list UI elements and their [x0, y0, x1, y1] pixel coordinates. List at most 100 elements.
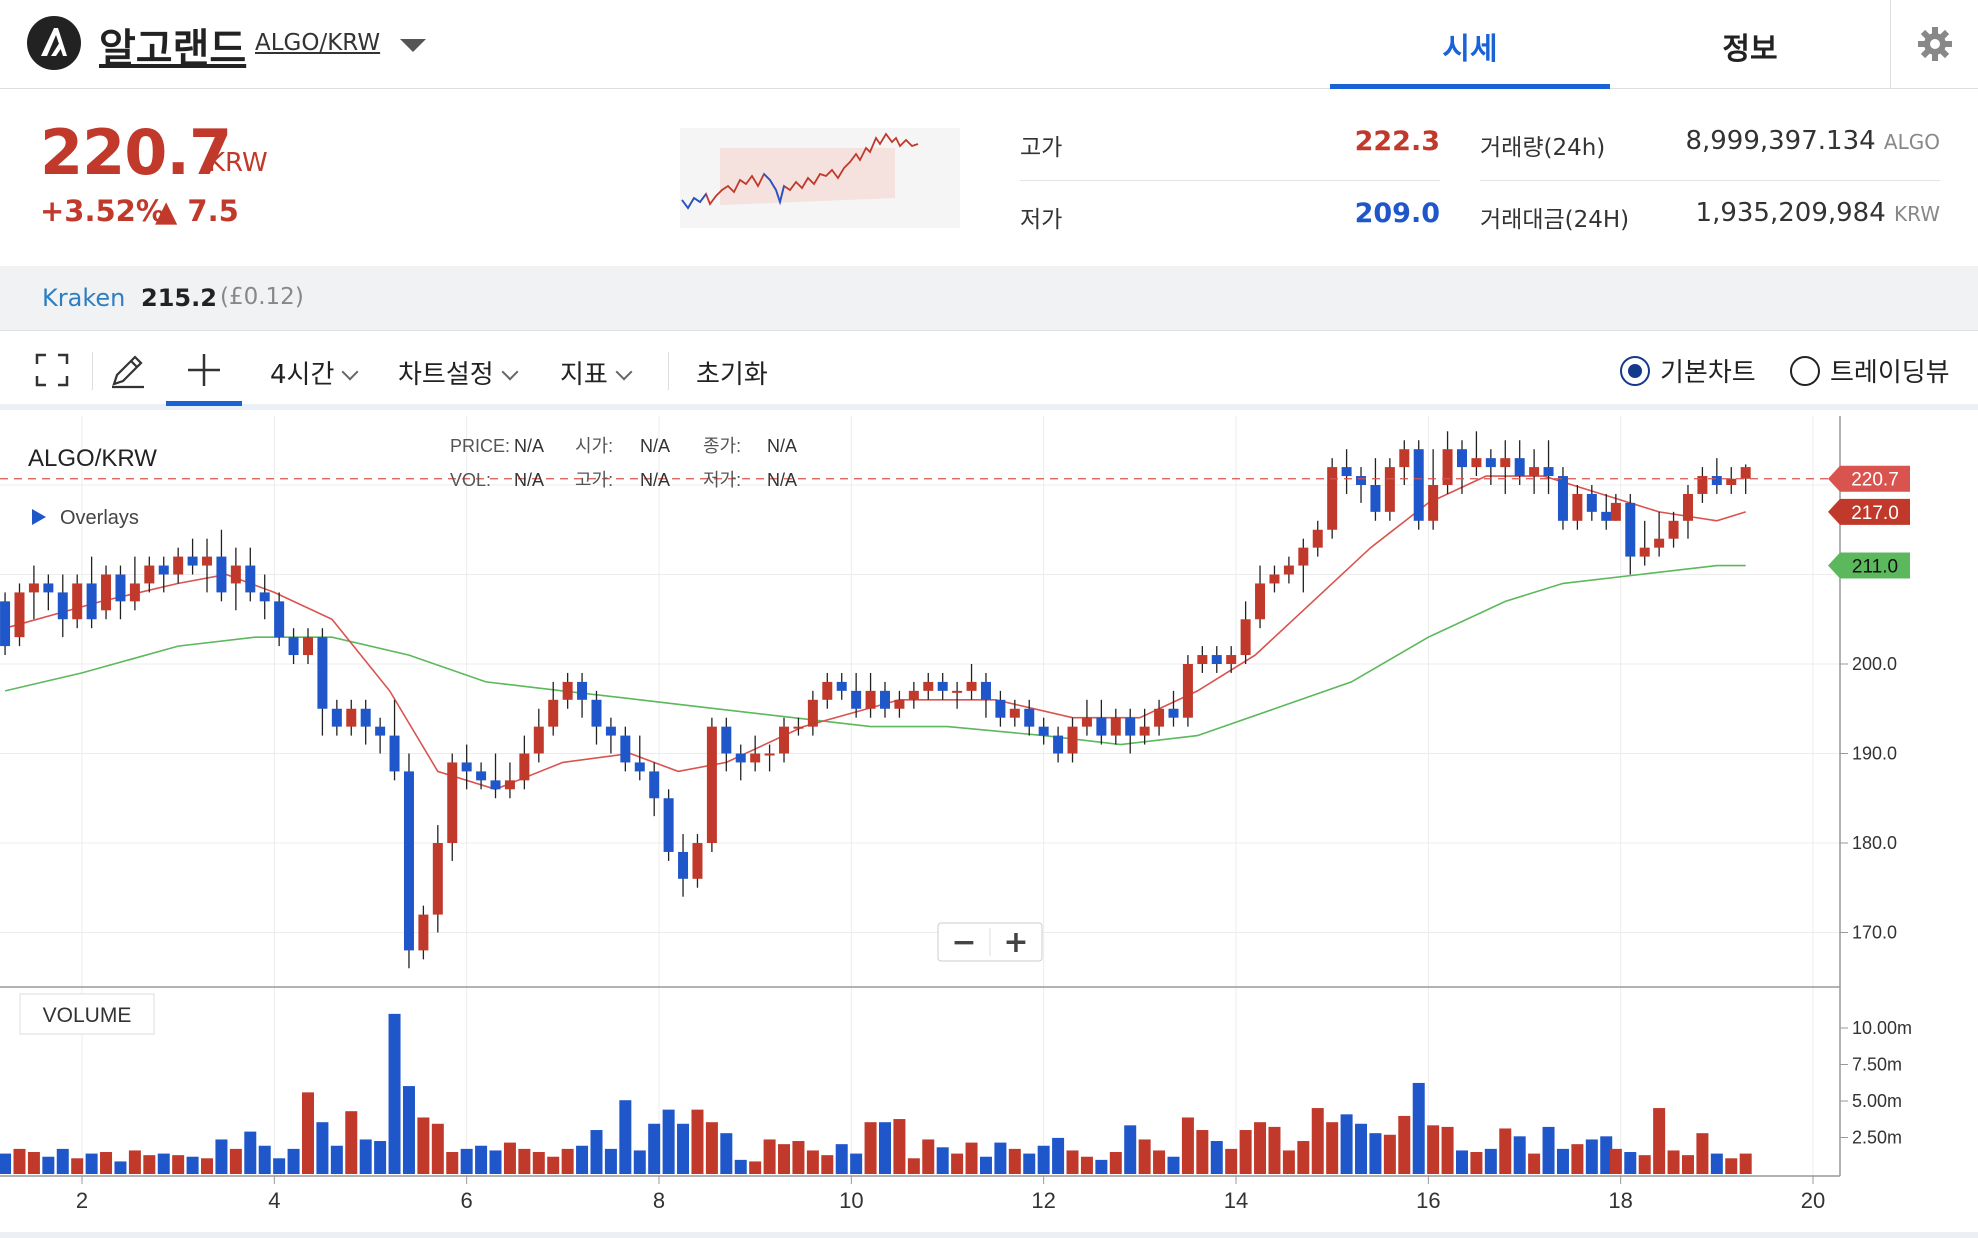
- header: 알고랜드 ALGO/KRW 시세 정보: [0, 0, 1978, 89]
- tab-info[interactable]: 정보: [1722, 32, 1778, 67]
- candle-body: [144, 565, 155, 584]
- volume-bar: [1484, 1148, 1497, 1174]
- volume-label-box: VOLUME: [19, 993, 155, 1035]
- pencil-icon[interactable]: [108, 350, 148, 390]
- play-icon[interactable]: [32, 509, 46, 525]
- volume-bar: [172, 1155, 185, 1174]
- candle-body: [620, 735, 631, 763]
- price-tick-label: 180.0: [1852, 833, 1897, 853]
- basic-chart-label[interactable]: 기본차트: [1660, 358, 1756, 388]
- candle-body: [1557, 476, 1568, 521]
- candle-body: [1154, 708, 1165, 727]
- volume-tick-label: 2.50m: [1852, 1127, 1902, 1147]
- candle-body: [202, 556, 213, 566]
- tradingview-label[interactable]: 트레이딩뷰: [1830, 358, 1950, 388]
- candle-body: [822, 681, 833, 700]
- candle-body: [375, 726, 386, 736]
- chevron-down-icon[interactable]: [398, 36, 428, 54]
- volume-bar: [1167, 1156, 1180, 1174]
- legend-high-val: N/A: [640, 470, 670, 490]
- volume-bar: [821, 1155, 834, 1174]
- volume-bar: [936, 1147, 949, 1174]
- candle-body: [1442, 449, 1453, 485]
- indicators-menu[interactable]: 지표: [560, 354, 633, 391]
- ma-long-price-tag-bg: [1828, 552, 1910, 579]
- coin-pair-link[interactable]: ALGO/KRW: [255, 30, 381, 56]
- tradingview-radio[interactable]: [1790, 356, 1820, 386]
- volume-tick-label: 5.00m: [1852, 1091, 1902, 1111]
- volume-bar: [229, 1148, 242, 1174]
- volume-bar: [806, 1150, 819, 1174]
- candle-body: [14, 592, 25, 638]
- volume-bar: [1653, 1108, 1666, 1174]
- candle-body: [187, 556, 198, 566]
- ma-short-line: [4, 475, 1746, 791]
- volume-bar: [85, 1153, 98, 1174]
- candle-body: [793, 726, 804, 729]
- candle-body: [72, 583, 83, 620]
- volume-bar: [979, 1156, 992, 1174]
- candle-body: [1168, 708, 1179, 718]
- candle-body: [865, 690, 876, 709]
- fullscreen-icon[interactable]: [32, 350, 72, 390]
- volume-bar: [547, 1156, 560, 1174]
- price-chart[interactable]: ALGO/KRW PRICE: N/A 시가: N/A 종가: N/A VOL:…: [0, 416, 1978, 1232]
- volume-bar: [922, 1139, 935, 1174]
- zoom-out-button[interactable]: −: [951, 925, 976, 960]
- volume-bar: [1624, 1152, 1637, 1174]
- settings-area: [1890, 0, 1978, 89]
- volume-bar: [1008, 1148, 1021, 1174]
- volume-bar: [475, 1145, 488, 1174]
- candle-body: [1654, 538, 1665, 548]
- volume-bar: [0, 1153, 12, 1174]
- candle-body: [346, 708, 357, 727]
- tab-quote[interactable]: 시세: [1442, 32, 1498, 67]
- candle-body: [0, 601, 11, 647]
- change-absolute: ▲ 7.5: [155, 194, 239, 228]
- chart-settings-menu[interactable]: 차트설정: [398, 354, 519, 391]
- volume-bar: [1297, 1141, 1310, 1174]
- candle-body: [1096, 717, 1107, 736]
- volume-bar: [561, 1148, 574, 1174]
- legend-close-label: 종가:: [703, 436, 741, 456]
- volume-bar: [532, 1152, 545, 1174]
- volume-bar: [734, 1159, 747, 1174]
- crosshair-icon[interactable]: [184, 350, 224, 390]
- zoom-in-button[interactable]: +: [1003, 925, 1028, 960]
- candle-body: [634, 762, 645, 772]
- volume-bar: [1355, 1123, 1368, 1174]
- candle-body: [389, 735, 400, 772]
- volume-bar: [1369, 1133, 1382, 1174]
- basic-chart-radio[interactable]: [1620, 356, 1650, 386]
- volume-bar: [128, 1150, 141, 1174]
- volume-bar: [1585, 1139, 1598, 1174]
- active-tool-indicator: [166, 401, 242, 406]
- chart-toolbar: 4시간 차트설정 지표 초기화 기본차트 트레이딩뷰: [0, 332, 1978, 410]
- candle-body: [1668, 520, 1679, 539]
- exchange-name[interactable]: Kraken: [42, 284, 126, 312]
- time-tick-label: 12: [1031, 1188, 1055, 1213]
- volume-bar: [778, 1144, 791, 1174]
- candle-body: [605, 726, 616, 736]
- time-tick-label: 10: [839, 1188, 863, 1213]
- legend-close-val: N/A: [767, 436, 797, 456]
- legend-vol-label: VOL:: [450, 470, 491, 490]
- overlays-toggle[interactable]: Overlays: [60, 507, 139, 529]
- interval-select[interactable]: 4시간: [270, 354, 359, 391]
- volume-label: VOLUME: [43, 1004, 132, 1027]
- volume-bar: [201, 1158, 214, 1174]
- volume-bar: [1600, 1136, 1613, 1174]
- candle-body: [1543, 467, 1554, 477]
- change-percent: +3.52%: [40, 194, 165, 228]
- volume-bar: [1326, 1122, 1339, 1174]
- volume-bar: [1109, 1152, 1122, 1174]
- candle-body: [995, 699, 1006, 718]
- reset-button[interactable]: 초기화: [696, 360, 768, 390]
- candle-body: [403, 771, 414, 951]
- gear-icon[interactable]: [1915, 24, 1955, 64]
- coin-name[interactable]: 알고랜드: [99, 26, 247, 72]
- candle-body: [1514, 458, 1525, 477]
- volume-bar: [1225, 1148, 1238, 1174]
- volume-tick-label: 10.00m: [1852, 1018, 1912, 1038]
- candle-body: [577, 681, 588, 700]
